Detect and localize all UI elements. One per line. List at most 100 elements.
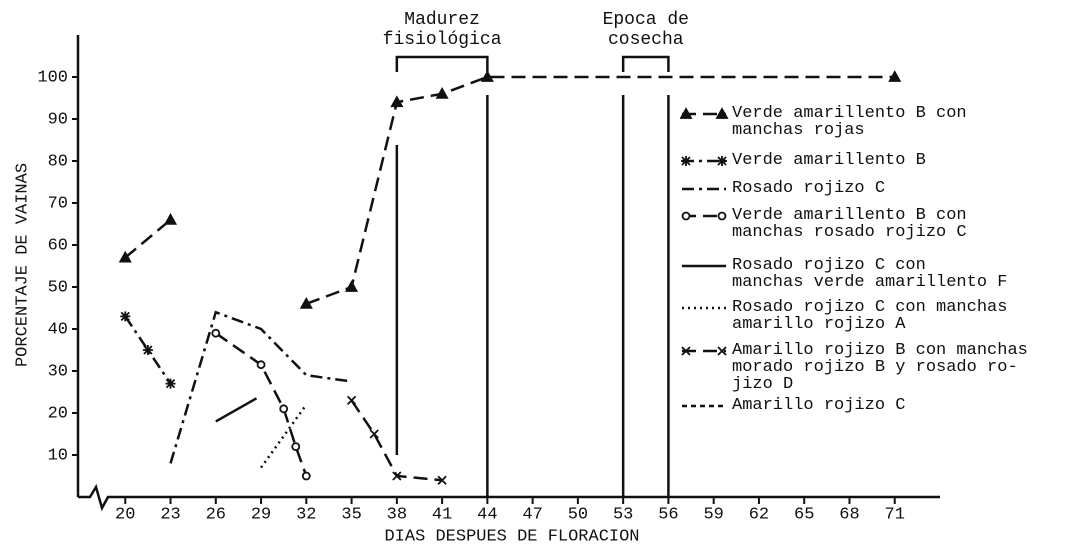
x-axis-label: DIAS DESPUES DE FLORACION [384, 527, 639, 546]
marker [437, 475, 447, 485]
x-tick-label: 56 [658, 505, 678, 524]
marker [211, 328, 221, 338]
x-tick-label: 26 [206, 505, 226, 524]
marker [163, 212, 178, 225]
marker [256, 360, 266, 370]
series-line [124, 315, 172, 385]
x-tick-label: 50 [568, 505, 588, 524]
legend-label: Amarillo rojizo C [732, 396, 906, 415]
legend-marker-shape [681, 211, 691, 221]
series-line [124, 75, 895, 305]
marker [301, 471, 311, 481]
series-line [215, 332, 308, 477]
x-tick-label: 23 [160, 505, 180, 524]
marker [392, 471, 402, 481]
marker [165, 378, 176, 389]
x-tick-label: 38 [387, 505, 407, 524]
legend-item: Verde amarillento B [680, 152, 1080, 169]
legend-marker-shape [717, 211, 727, 221]
marker [118, 250, 132, 263]
marker [369, 429, 379, 439]
legend-item: Verde amarillento B con manchas rojas [680, 105, 1080, 139]
legend-marker [681, 346, 691, 356]
legend-label: Verde amarillento B [732, 151, 926, 170]
legend-marker-shape [715, 107, 729, 119]
legend-item: Rosado rojizo C [680, 180, 1080, 197]
y-tick-label: 50 [48, 278, 68, 297]
y-axis-label: PORCENTAJE DE VAINAS [13, 163, 32, 367]
bracket [395, 55, 489, 72]
x-tick-label: 20 [115, 505, 135, 524]
marker [142, 345, 153, 355]
legend-label: Verde amarillento B con manchas rojas [732, 104, 967, 140]
legend-marker [717, 346, 727, 356]
legend-label: Rosado rojizo C [732, 179, 886, 198]
legend-label: Verde amarillento B con manchas rosado r… [732, 206, 967, 242]
legend-marker-shape [681, 346, 691, 356]
legend-marker [717, 156, 727, 166]
marker [299, 296, 313, 309]
legend-swatch [682, 264, 726, 268]
legend-item: Amarillo rojizo C [680, 397, 1080, 414]
legend-swatch [681, 346, 727, 356]
bracket [621, 55, 670, 72]
y-tick-label: 100 [37, 68, 68, 87]
annotation: Epoca de cosecha [602, 10, 689, 50]
series-line [350, 399, 443, 482]
legend-marker [680, 107, 693, 119]
legend-swatch [682, 187, 726, 191]
marker [346, 395, 357, 406]
legend-label: Rosado rojizo C con manchas amarillo roj… [732, 298, 1008, 334]
x-tick-label: 32 [296, 505, 316, 524]
x-tick-label: 47 [522, 505, 542, 524]
annotation: Madurez fisiológica [382, 10, 502, 50]
legend-swatch [681, 211, 727, 221]
marker [279, 404, 289, 414]
legend-marker-shape [681, 156, 691, 166]
marker [888, 70, 902, 82]
legend-marker [681, 156, 691, 166]
y-tick-label: 20 [48, 404, 68, 423]
y-tick-label: 90 [48, 110, 68, 129]
x-axis [78, 483, 940, 512]
marker [390, 95, 404, 108]
x-tick-label: 29 [251, 505, 271, 524]
legend-swatch [682, 404, 726, 408]
legend-marker-shape [717, 346, 727, 356]
x-tick-label: 59 [703, 505, 723, 524]
marker [120, 311, 131, 322]
legend-item: Amarillo rojizo B con manchas morado roj… [680, 342, 1080, 393]
x-tick-label: 62 [749, 505, 769, 524]
y-tick-label: 30 [48, 362, 68, 381]
legend-swatch [680, 107, 729, 119]
y-tick-label: 80 [48, 152, 68, 171]
marker [435, 86, 449, 99]
legend-item: Rosado rojizo C con manchas verde amaril… [680, 257, 1080, 291]
x-tick-label: 71 [885, 505, 905, 524]
y-tick-label: 60 [48, 236, 68, 255]
legend-marker [717, 211, 727, 221]
series-line [260, 403, 308, 469]
legend-marker-shape [717, 156, 727, 166]
x-tick-label: 65 [794, 505, 814, 524]
x-tick-label: 44 [477, 505, 497, 524]
y-tick-label: 10 [48, 446, 68, 465]
legend-marker [715, 107, 729, 119]
x-tick-label: 35 [341, 505, 361, 524]
legend-item: Verde amarillento B con manchas rosado r… [680, 207, 1080, 241]
series-line [169, 310, 352, 464]
legend-swatch [681, 156, 727, 166]
marker [345, 280, 359, 292]
legend-marker [681, 211, 691, 221]
marker [480, 70, 494, 82]
legend-label: Amarillo rojizo B con manchas morado roj… [732, 341, 1028, 394]
marker [291, 442, 301, 452]
x-tick-label: 53 [613, 505, 633, 524]
y-tick-label: 40 [48, 320, 68, 339]
series-line [215, 397, 258, 423]
legend-item: Rosado rojizo C con manchas amarillo roj… [680, 299, 1080, 333]
y-tick-label: 70 [48, 194, 68, 213]
x-tick-label: 68 [839, 505, 859, 524]
